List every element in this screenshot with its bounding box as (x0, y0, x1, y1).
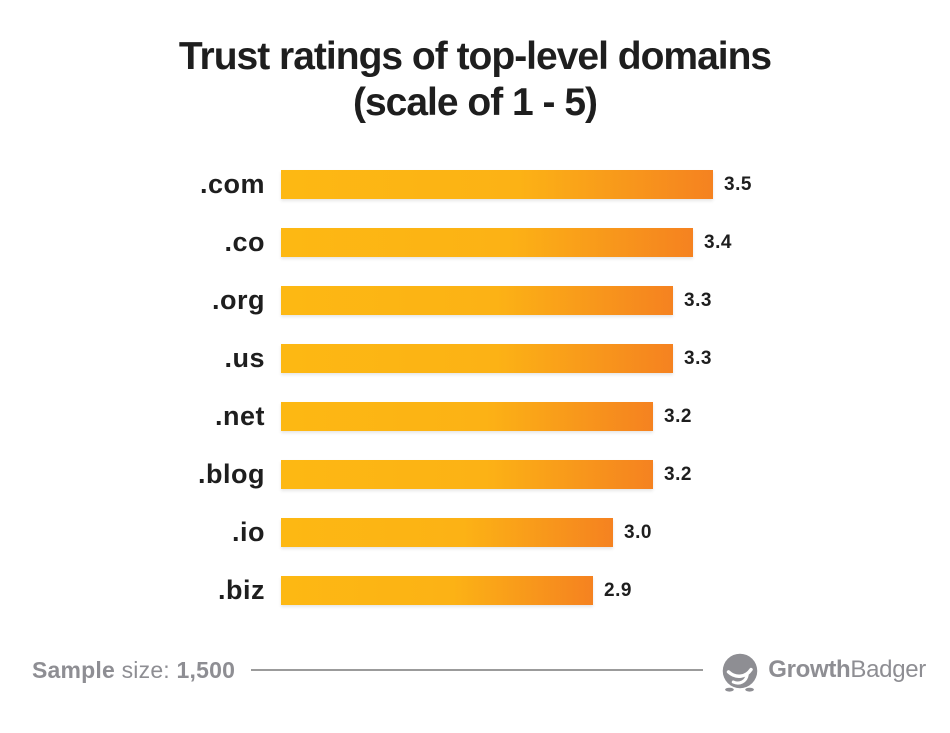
bar-chart: .com 3.5 .co 3.4 .org 3.3 .us 3.3 .net 3… (0, 169, 950, 606)
sample-size-label-regular: size: (121, 656, 170, 683)
rating-bar (281, 286, 673, 316)
rating-value-label: 3.2 (664, 405, 692, 427)
rating-bar (281, 344, 673, 374)
domain-label: .com (199, 169, 265, 200)
bar-row: .co 3.4 (0, 227, 950, 258)
domain-label: .blog (198, 459, 265, 490)
rating-bar (281, 518, 613, 548)
chart-title-line1: Trust ratings of top-level domains (178, 35, 772, 78)
sample-size-value: 1,500 (176, 656, 236, 683)
sample-size-label-strong: Sample (32, 656, 116, 683)
footer: Sample size: 1,500 GrowthBadger (32, 645, 926, 695)
bar-row: .io 3.0 (0, 517, 950, 548)
bar-row: .biz 2.9 (0, 575, 950, 606)
rating-value-label: 3.3 (684, 289, 712, 311)
chart-title: Trust ratings of top-level domains (scal… (0, 34, 950, 126)
bar-row: .org 3.3 (0, 285, 950, 316)
rating-bar (281, 170, 713, 200)
rating-value-label: 3.3 (684, 347, 712, 369)
domain-label: .biz (218, 575, 265, 606)
chart-title-line2: (scale of 1 - 5) (352, 81, 598, 125)
badger-icon (720, 647, 758, 692)
sample-size-text: Sample size: 1,500 (32, 657, 235, 684)
growthbadger-logo: GrowthBadger (717, 647, 926, 693)
bar-row: .com 3.5 (0, 169, 950, 200)
domain-label: .co (224, 227, 265, 258)
domain-label: .us (224, 343, 265, 374)
rating-value-label: 3.2 (664, 463, 692, 485)
rating-value-label: 3.5 (724, 173, 752, 195)
rating-bar (281, 228, 693, 258)
domain-label: .io (232, 517, 265, 548)
rating-bar (281, 576, 593, 606)
brand-bold: Growth (768, 656, 851, 683)
rating-value-label: 3.0 (624, 521, 652, 543)
bar-row: .blog 3.2 (0, 459, 950, 490)
rating-value-label: 2.9 (604, 579, 632, 601)
footer-divider-line (251, 669, 704, 671)
domain-label: .org (212, 285, 265, 316)
bar-row: .net 3.2 (0, 401, 950, 432)
rating-bar (281, 402, 653, 432)
rating-bar (281, 460, 653, 490)
brand-regular: Badger (850, 656, 926, 683)
domain-label: .net (214, 401, 265, 432)
growthbadger-wordmark: GrowthBadger (768, 656, 926, 684)
rating-value-label: 3.4 (704, 231, 732, 253)
bar-row: .us 3.3 (0, 343, 950, 374)
